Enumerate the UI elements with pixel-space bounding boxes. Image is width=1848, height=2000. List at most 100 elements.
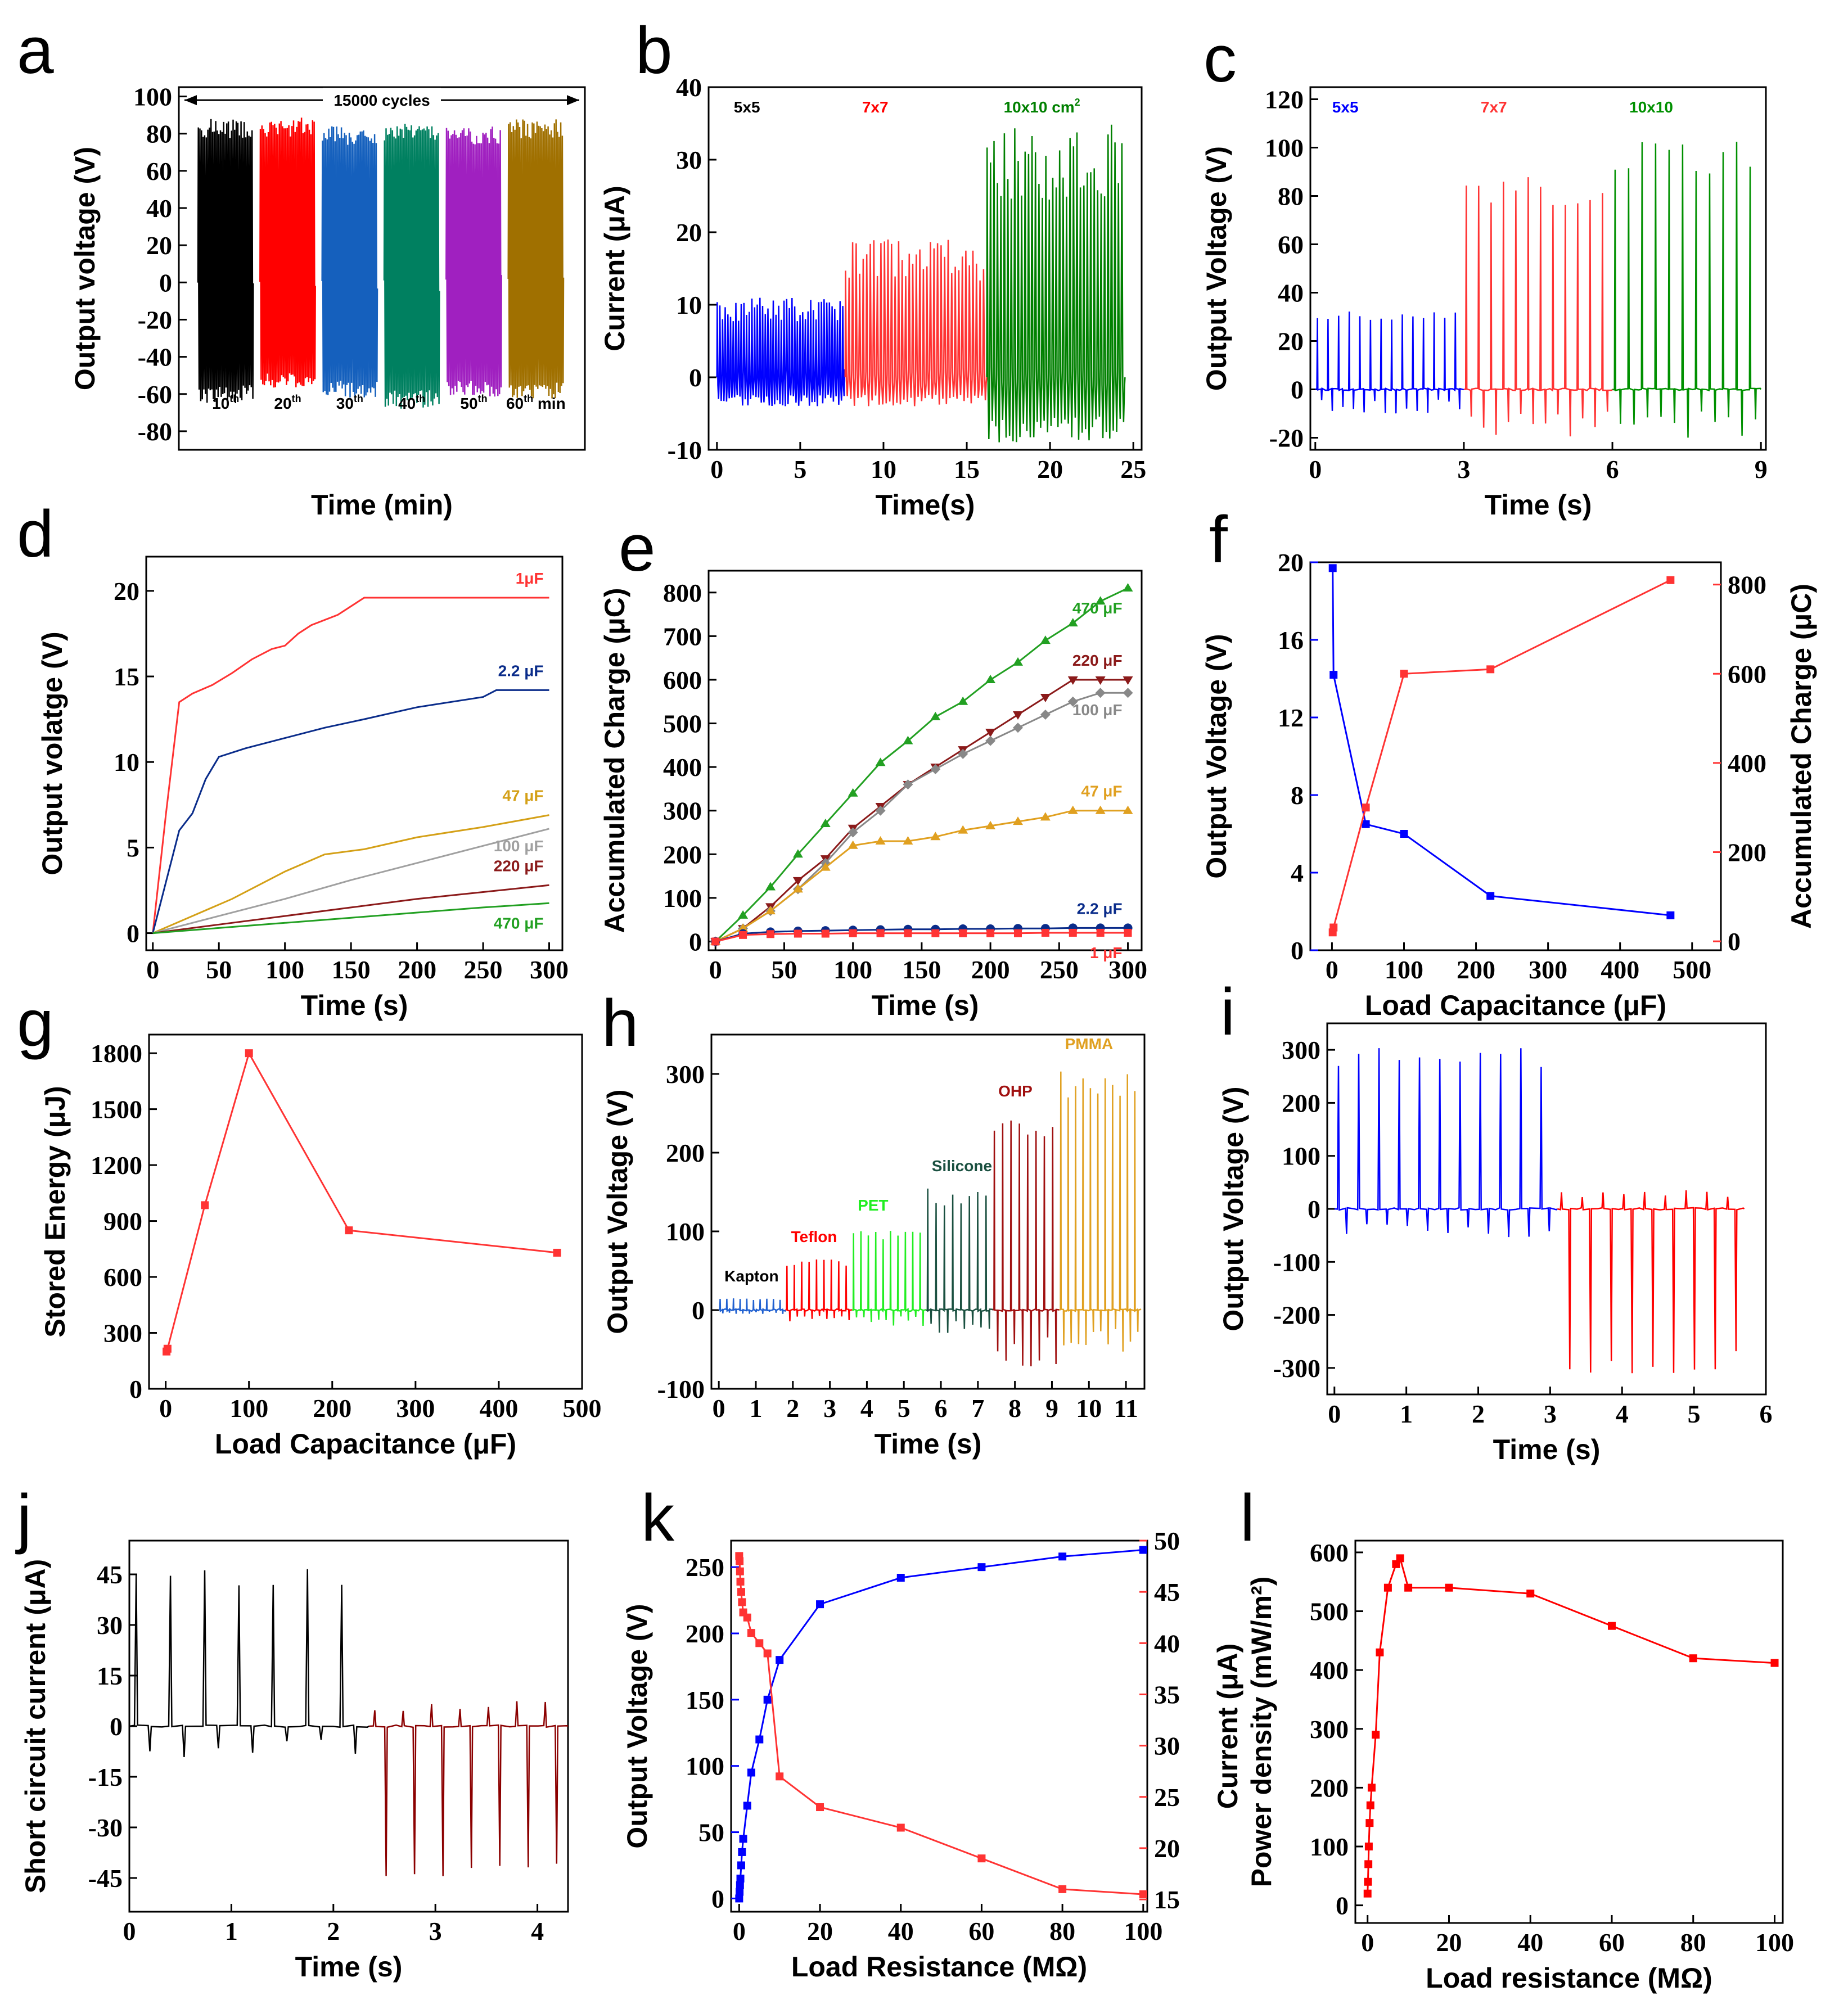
x-axis-label: Load resistance (MΩ) <box>1426 1962 1712 1994</box>
y-tick-label: 400 <box>663 753 702 782</box>
plot-frame <box>145 556 564 951</box>
y-tick-label: 60 <box>146 157 172 186</box>
data-point <box>201 1201 209 1209</box>
segment-label: 30th <box>336 393 363 412</box>
series-Output-Voltage <box>1332 568 1671 917</box>
series-30th <box>321 126 378 398</box>
data-point <box>737 1588 745 1596</box>
panel-label: g <box>17 986 54 1060</box>
y-axis-label: Current (μA) <box>599 186 630 351</box>
y2-tick-label: 600 <box>1728 660 1766 688</box>
data-point <box>1383 1583 1392 1592</box>
series-5x5 <box>1315 311 1464 414</box>
data-point <box>848 840 858 849</box>
x-tick-label: 400 <box>1601 955 1639 984</box>
data-point <box>985 729 996 738</box>
x-tick-label: 9 <box>1045 1394 1058 1423</box>
y-tick-label: 15 <box>114 662 139 691</box>
data-point <box>711 937 720 946</box>
y-tick-label: 500 <box>663 710 702 738</box>
y2-tick-label: 15 <box>1154 1885 1180 1914</box>
y-tick-label: 1500 <box>91 1095 142 1124</box>
x-tick-label: 300 <box>530 955 569 984</box>
series-50th <box>445 127 502 397</box>
data-point <box>1069 928 1077 937</box>
y-tick-label: 0 <box>689 363 702 392</box>
x-axis-label: Load Capacitance (μF) <box>1365 990 1666 1021</box>
y-tick-label: 0 <box>159 268 172 297</box>
data-point <box>735 1894 743 1903</box>
data-point <box>985 674 996 683</box>
y-tick-label: 80 <box>1278 182 1304 211</box>
y-tick-label: 0 <box>129 1375 142 1403</box>
data-point <box>903 779 913 790</box>
y-tick-label: -300 <box>1273 1354 1320 1383</box>
data-point <box>1095 688 1106 698</box>
x-tick-label: 100 <box>1124 1917 1162 1945</box>
panel-a: a -80 -60 -40 -20 0 20 40 60 80 100 Time (min) Outpu… <box>17 13 586 521</box>
panel-label: h <box>602 986 639 1060</box>
y-tick-label: -20 <box>1269 424 1304 453</box>
x-axis-label: Time (s) <box>875 1428 982 1460</box>
y-tick-label: 10 <box>114 748 139 776</box>
y2-axis-label: Accumulated Charge (μC) <box>1786 584 1817 929</box>
data-point <box>875 757 886 766</box>
series-label: PET <box>858 1197 888 1214</box>
series-2.2-μF <box>715 927 1128 942</box>
x-tick-label: 80 <box>1049 1917 1075 1945</box>
y-tick-label: 100 <box>1310 1832 1349 1861</box>
data-point <box>1400 670 1408 678</box>
panel-i: i -300 -200 -100 0 100 200 300 0 1 2 3 4 5 6 Time (s) Ou… <box>1218 975 1773 1465</box>
x-tick-label: 150 <box>332 955 371 984</box>
data-point <box>1139 1890 1147 1899</box>
series-10x10 <box>1612 142 1762 438</box>
data-point <box>1095 596 1106 605</box>
y-tick-label: -80 <box>138 417 172 446</box>
y-tick-label: 50 <box>698 1818 724 1847</box>
data-point <box>958 696 968 705</box>
y-tick-label: 1800 <box>91 1039 142 1068</box>
series-1μF <box>152 597 549 933</box>
series-470-μF <box>715 587 1129 942</box>
y-tick-label: 600 <box>663 666 702 694</box>
data-point <box>904 929 912 937</box>
data-point <box>1096 928 1105 937</box>
y-tick-label: 150 <box>686 1686 724 1714</box>
y-tick-label: 0 <box>711 1884 724 1913</box>
data-point <box>163 1344 172 1353</box>
series-10th <box>197 119 254 404</box>
panel-label: a <box>17 13 54 88</box>
y-tick-label: -40 <box>138 343 172 372</box>
y-tick-label: -100 <box>1273 1248 1320 1276</box>
y-tick-label: 200 <box>663 840 702 869</box>
plot-frame <box>710 1033 1146 1390</box>
x-axis-label: Load Capacitance (μF) <box>215 1428 516 1460</box>
x-tick-label: 6 <box>1760 1399 1773 1428</box>
x-tick-label: 2 <box>1472 1399 1485 1428</box>
x-tick-label: 60 <box>1599 1928 1625 1957</box>
data-point <box>875 836 886 845</box>
y-axis-label: Output Voltage (V) <box>1218 1086 1249 1331</box>
x-tick-label: 50 <box>206 955 232 984</box>
data-point <box>820 819 831 827</box>
series-label: OHP <box>998 1082 1033 1100</box>
y-tick-label: 100 <box>686 1752 724 1781</box>
y-axis-label: Short circuit current (μA) <box>20 1559 51 1894</box>
x-tick-label: 5 <box>898 1394 911 1423</box>
y-axis-label: Output Voltage (V) <box>602 1089 633 1334</box>
y-tick-label: 0 <box>1291 936 1304 965</box>
y-axis-label: Output Voltage (V) <box>1201 634 1232 878</box>
panel-label: d <box>17 497 54 571</box>
data-point <box>1040 694 1051 702</box>
data-point <box>931 929 940 937</box>
data-point <box>896 1823 905 1832</box>
series-negative <box>1557 1190 1745 1374</box>
series-Current <box>738 1556 1143 1895</box>
data-point <box>1666 911 1675 919</box>
data-point <box>821 929 830 938</box>
x-tick-label: 0 <box>146 955 159 984</box>
x-tick-label: 2 <box>786 1394 799 1423</box>
x-tick-label: 10 <box>1076 1394 1102 1423</box>
x-tick-label: 4 <box>860 1394 873 1423</box>
